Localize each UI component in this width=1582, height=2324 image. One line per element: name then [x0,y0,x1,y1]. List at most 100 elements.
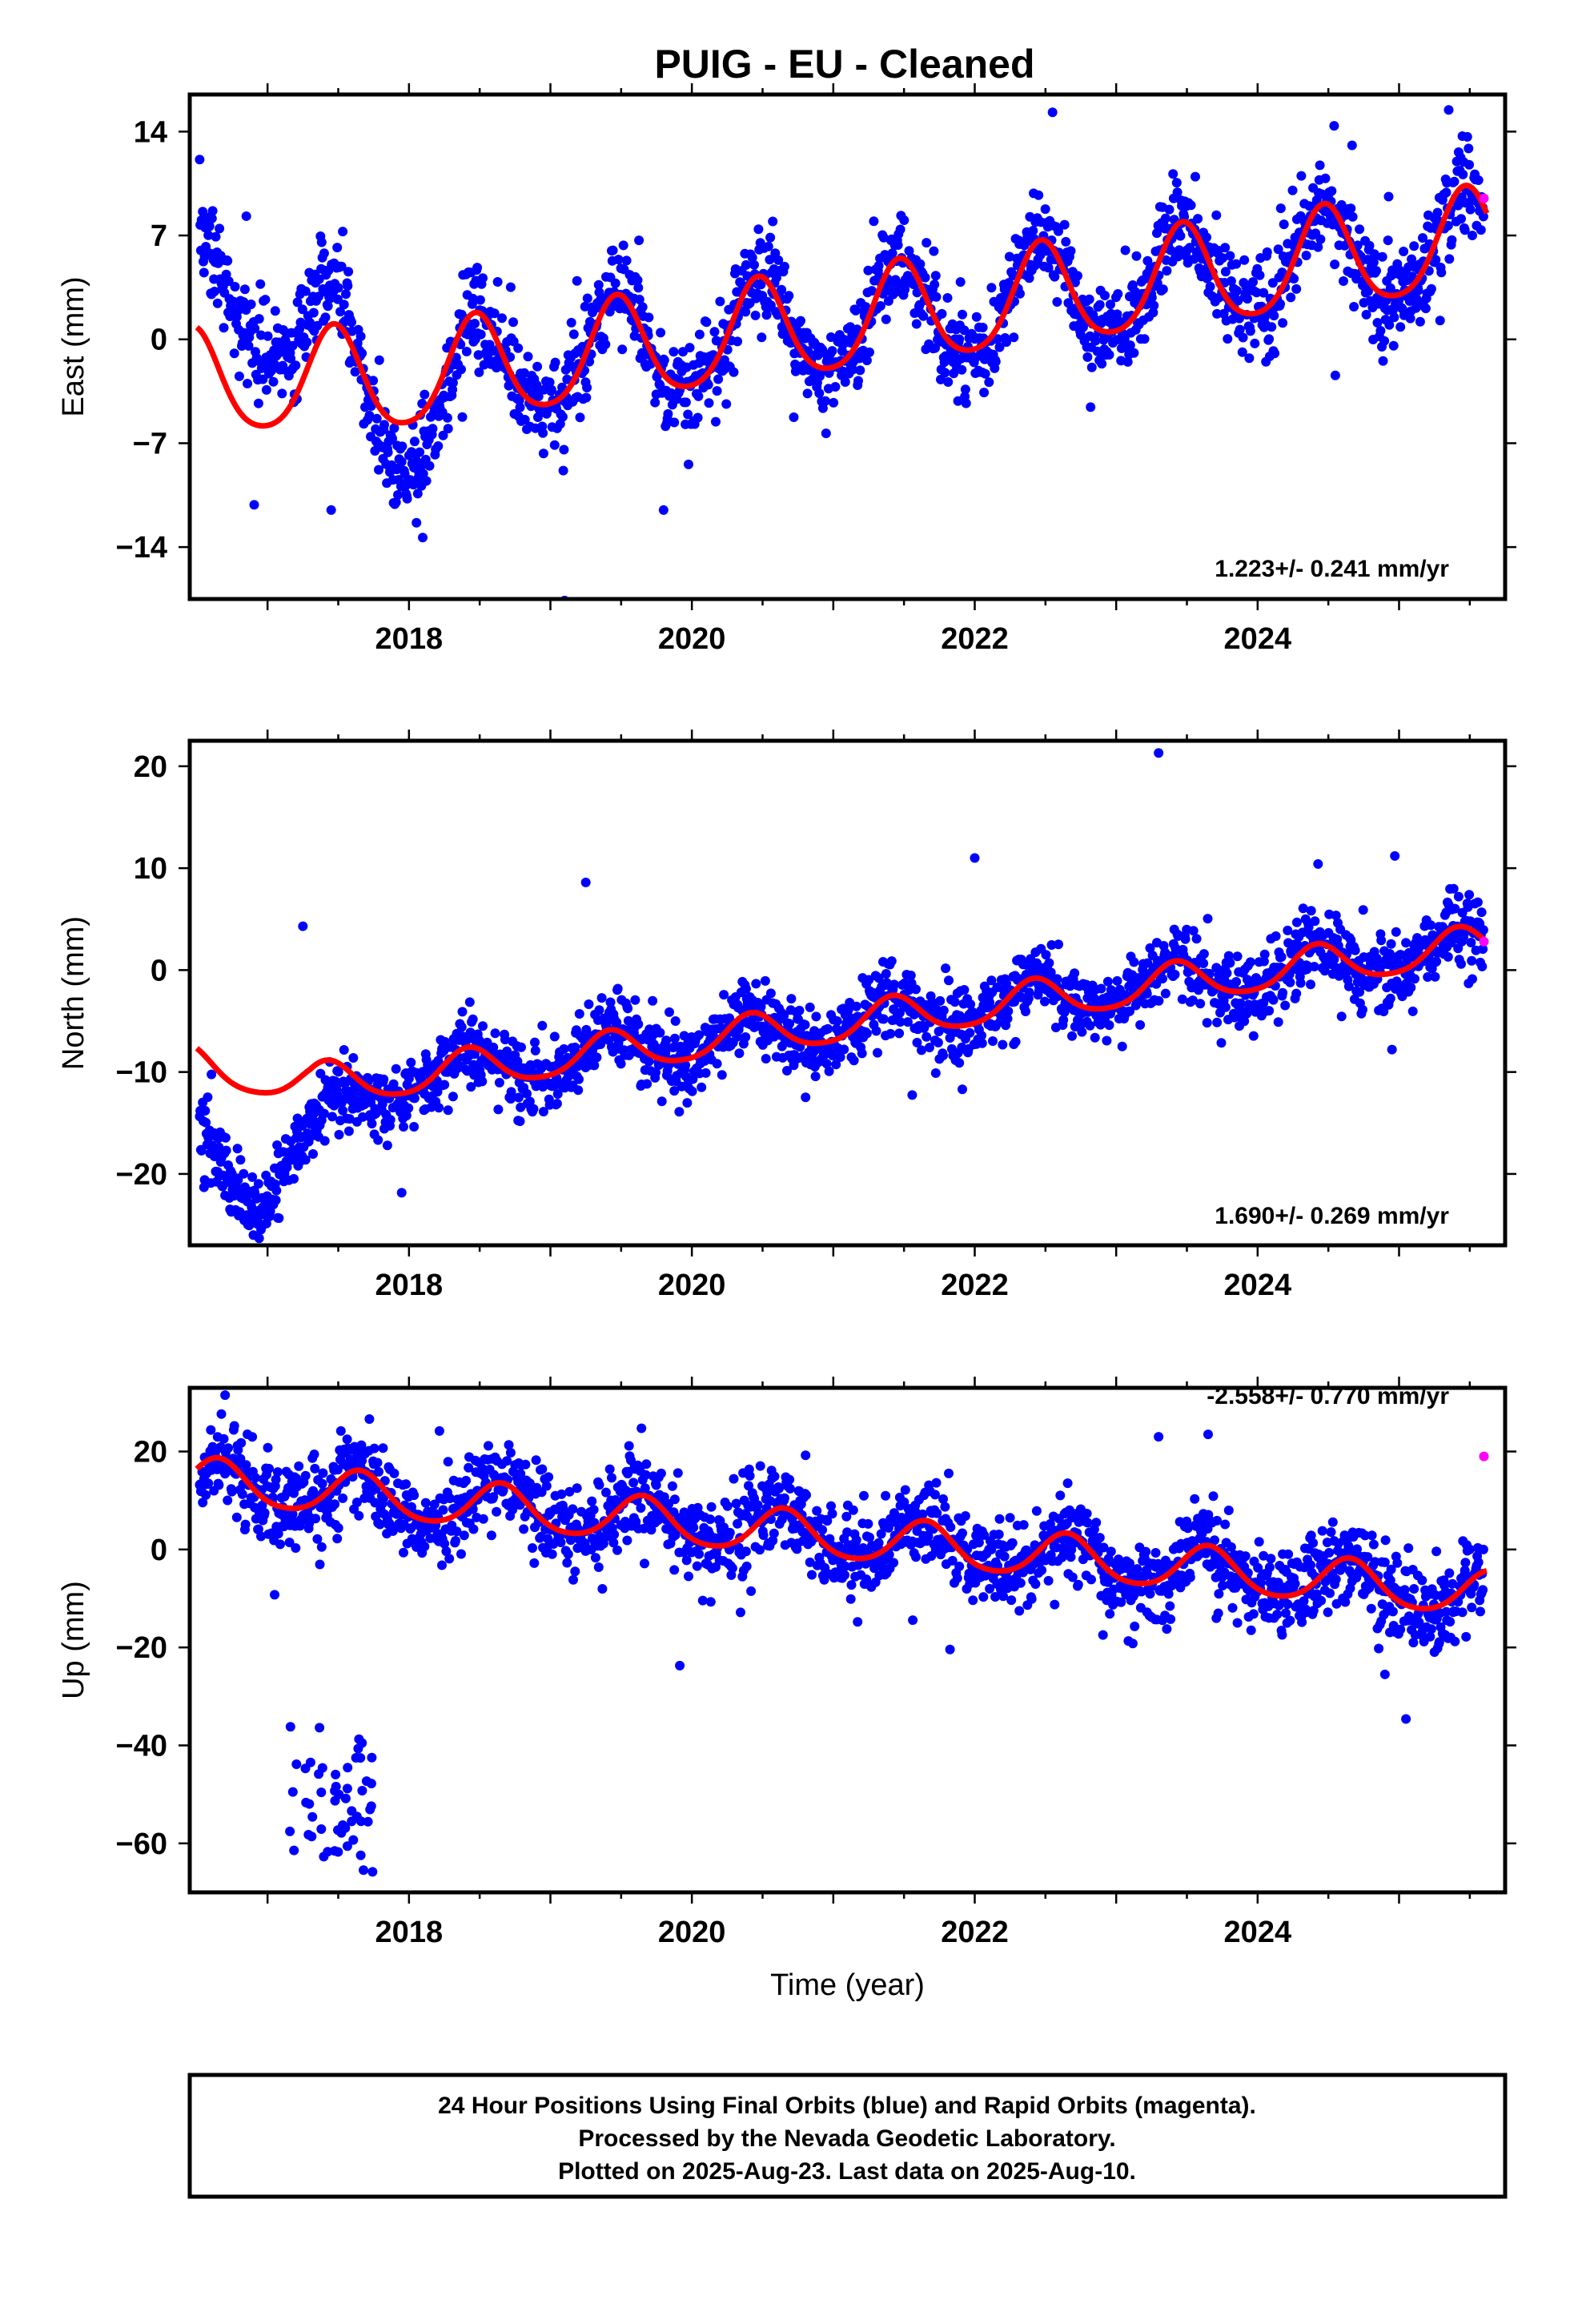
final-orbit-point [457,1007,468,1017]
final-orbit-point [552,1089,563,1100]
velocity-rate-label: 1.223+/- 0.241 mm/yr [1215,556,1449,582]
final-orbit-point [1239,255,1250,265]
final-orbit-point [1004,251,1014,262]
final-orbit-point [1244,353,1255,364]
final-orbit-point [1262,247,1272,257]
final-orbit-point [634,235,644,246]
y-axis-label: North (mm) [57,916,90,1070]
final-orbit-point [1186,200,1196,211]
final-orbit-point [393,490,403,500]
final-orbit-point [1175,231,1186,241]
final-orbit-point [486,1530,496,1541]
final-orbit-point [1327,186,1337,196]
final-orbit-point [613,255,624,265]
final-orbit-point [1456,959,1466,969]
final-orbit-point [789,412,799,422]
final-orbit-point [817,403,828,413]
final-orbit-point [415,447,425,457]
final-orbit-point [769,1471,780,1482]
final-orbit-point [379,420,389,430]
final-orbit-point [994,342,1005,352]
final-orbit-point [592,1052,602,1063]
final-orbit-point [851,1535,861,1545]
final-orbit-point [1120,245,1130,255]
final-orbit-point [669,1086,680,1096]
final-orbit-point [1070,968,1080,979]
final-orbit-point [1073,271,1082,281]
final-orbit-point [706,1502,717,1512]
final-orbit-point [1343,981,1354,991]
final-orbit-point [251,1473,260,1483]
outlier-point [658,505,669,515]
final-orbit-point [801,1450,811,1461]
final-orbit-point [231,1512,242,1522]
final-orbit-point [374,1466,383,1477]
model-fit-line [195,183,1490,429]
final-orbit-point [300,1470,311,1481]
final-orbit-point [594,1480,604,1490]
final-orbit-point [1285,977,1295,987]
final-orbit-point [628,1478,639,1488]
final-orbit-point [600,340,611,349]
final-orbit-point [1330,259,1340,270]
final-orbit-point [408,480,419,490]
final-orbit-point [1158,284,1168,295]
final-orbit-point [531,1455,541,1466]
final-orbit-point [320,312,331,323]
final-orbit-point [773,255,784,265]
final-orbit-point [1355,987,1365,997]
final-orbit-point [873,1047,882,1058]
y-tick-label: 0 [151,954,167,987]
final-orbit-point [344,1114,355,1124]
final-orbit-point [201,1490,211,1500]
final-orbit-point [666,388,677,398]
final-orbit-point [796,316,805,326]
final-orbit-point [538,428,548,438]
final-orbit-point [1085,1020,1095,1031]
final-orbit-point [443,1457,453,1467]
final-orbit-point [827,346,837,356]
final-orbit-point [830,382,841,392]
y-axis-label: East (mm) [57,276,90,416]
final-orbit-point [1453,891,1464,902]
final-orbit-point [840,377,850,387]
final-orbit-point [523,352,533,362]
rapid-orbit-point [1479,193,1489,203]
final-orbit-point [215,223,225,234]
final-orbit-point [893,240,903,250]
final-orbit-point [648,995,658,1006]
final-orbit-point [244,1220,255,1231]
final-orbit-point [195,155,205,165]
final-orbit-point [938,1005,949,1015]
x-tick-label: 2020 [658,1269,726,1302]
plot-area [195,748,1489,1244]
final-orbit-point [1162,266,1172,276]
final-orbit-point [308,1149,318,1159]
final-orbit-point [519,1524,529,1534]
final-orbit-point [528,1543,537,1553]
final-orbit-point [339,300,349,310]
final-orbit-point [894,1007,905,1018]
final-orbit-point [1086,362,1097,372]
final-orbit-point [461,1475,472,1486]
final-orbit-point [513,343,524,353]
final-orbit-point [271,1185,282,1196]
final-orbit-point [1443,105,1454,115]
final-orbit-point [214,1480,224,1490]
final-orbit-point [270,1590,279,1600]
final-orbit-point [1467,955,1477,966]
final-orbit-point [500,1035,510,1045]
outlier-point [970,853,980,863]
final-orbit-point [848,364,858,375]
final-orbit-point [988,1036,998,1046]
final-orbit-point [316,1542,327,1552]
final-orbit-point [1203,914,1213,924]
final-orbit-point [232,1144,243,1154]
final-orbit-point [339,1045,349,1055]
final-orbit-point [763,241,773,251]
final-orbit-point [1024,273,1034,283]
final-orbit-point [475,295,485,305]
final-orbit-point [319,1108,329,1119]
final-orbit-point [263,1442,273,1453]
final-orbit-point [588,1505,599,1515]
